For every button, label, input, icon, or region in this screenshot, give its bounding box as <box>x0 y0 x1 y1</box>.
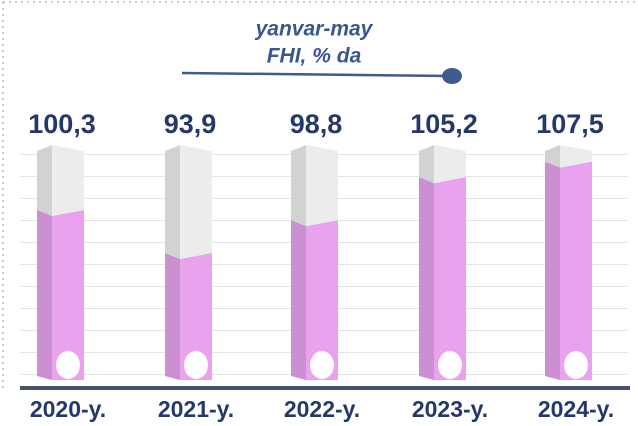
legend-line <box>181 71 451 78</box>
bar-side <box>419 177 434 380</box>
x-tick-label: 2022-y. <box>284 396 360 422</box>
bar <box>165 253 212 380</box>
value-label: 100,3 <box>28 109 96 139</box>
bulb <box>438 351 462 379</box>
bulb <box>184 351 208 379</box>
legend-line-2: FHI, % da <box>267 45 362 68</box>
bar <box>419 177 466 380</box>
bar-side <box>545 161 560 380</box>
bar <box>37 210 84 380</box>
bar-front <box>52 210 84 380</box>
bar-side <box>291 220 306 380</box>
bar <box>545 161 592 380</box>
bar <box>291 220 338 380</box>
bar-front <box>560 161 592 380</box>
bar-front <box>180 253 212 380</box>
bar-side <box>165 253 180 380</box>
x-tick-label: 2023-y. <box>412 396 488 422</box>
value-label: 107,5 <box>536 109 604 139</box>
x-tick-label: 2020-y. <box>30 396 106 422</box>
bulb <box>564 351 588 379</box>
value-label: 105,2 <box>410 109 478 139</box>
x-tick-label: 2021-y. <box>158 396 234 422</box>
bar-front <box>434 177 466 380</box>
value-label: 98,8 <box>290 109 343 139</box>
x-tick-label: 2024-y. <box>538 396 614 422</box>
value-label: 93,9 <box>164 109 217 139</box>
legend-line-1: yanvar-may <box>255 18 374 41</box>
bulb <box>56 351 80 379</box>
legend-dot <box>442 68 462 84</box>
bar-front <box>306 220 338 380</box>
bulb <box>310 351 334 379</box>
bar-side <box>37 210 52 380</box>
